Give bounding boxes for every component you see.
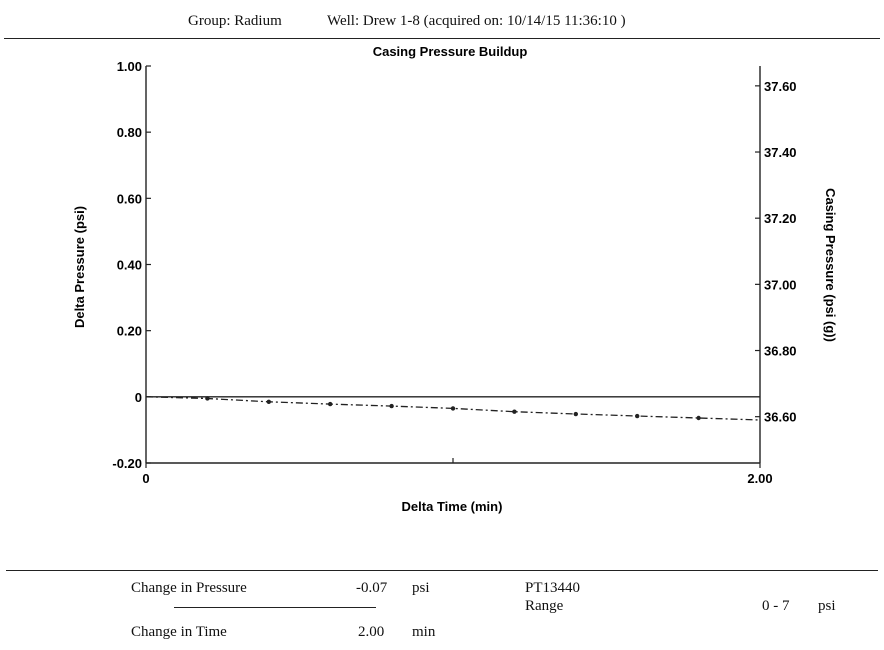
series-point (266, 399, 271, 404)
change-time-unit: min (412, 624, 436, 640)
range-unit: psi (818, 598, 836, 614)
y2-tick-label: 36.60 (764, 410, 797, 425)
report-header: Group: Radium Well: Drew 1-8 (acquired o… (4, 4, 880, 39)
y2-axis-label: Casing Pressure (psi (g)) (823, 188, 838, 342)
footer-divider (6, 570, 878, 571)
y-tick-label: -0.20 (112, 456, 142, 471)
footer-underline (174, 607, 376, 608)
y2-tick-label: 36.80 (764, 344, 797, 359)
range-label: Range (525, 598, 564, 614)
series-line (145, 396, 761, 421)
range-value: 0 - 7 (762, 598, 790, 614)
series-point (450, 406, 456, 411)
y-tick-label: 0.60 (117, 191, 142, 206)
change-pressure-unit: psi (412, 580, 430, 596)
y2-tick-label: 37.60 (764, 79, 797, 94)
chart-series (145, 396, 761, 421)
chart-ticks: 1.000.800.600.400.200-0.2037.6037.4037.2… (112, 59, 796, 486)
change-time-label: Change in Time (131, 624, 227, 640)
y-tick-label: 0.20 (117, 324, 142, 339)
series-point (635, 413, 640, 419)
x-tick-label: 2.00 (747, 471, 772, 486)
change-time-value: 2.00 (358, 624, 385, 640)
y2-tick-label: 37.40 (764, 145, 797, 160)
x-tick-label: 0 (142, 471, 149, 486)
change-pressure-label: Change in Pressure (131, 580, 247, 596)
pressure-chart: Casing Pressure Buildup Delta Time (min)… (72, 44, 838, 514)
sensor-id: PT13440 (525, 580, 581, 596)
series-point (512, 409, 517, 414)
group-label: Group: Radium (188, 13, 282, 29)
y-tick-label: 1.00 (117, 59, 142, 74)
y-axis-label: Delta Pressure (psi) (72, 206, 87, 328)
report-frame: Group: Radium Well: Drew 1-8 (acquired o… (4, 4, 880, 646)
chart-axes (145, 66, 761, 464)
series-point (696, 415, 701, 421)
change-pressure-value: -0.07 (356, 580, 388, 596)
x-axis-label: Delta Time (min) (402, 499, 503, 514)
y2-tick-label: 37.00 (764, 277, 797, 292)
y-tick-label: 0.80 (117, 125, 142, 140)
y-tick-label: 0 (135, 390, 142, 405)
series-point (389, 403, 394, 409)
y2-tick-label: 37.20 (764, 211, 797, 226)
well-label: Well: Drew 1-8 (acquired on: 10/14/15 11… (327, 13, 626, 29)
series-point (205, 396, 210, 401)
y-tick-label: 0.40 (117, 258, 142, 273)
series-point (328, 401, 333, 407)
series-point (573, 411, 578, 417)
chart-title: Casing Pressure Buildup (373, 44, 528, 59)
